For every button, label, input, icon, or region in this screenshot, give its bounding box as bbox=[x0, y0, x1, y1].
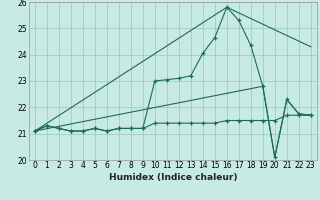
X-axis label: Humidex (Indice chaleur): Humidex (Indice chaleur) bbox=[108, 173, 237, 182]
